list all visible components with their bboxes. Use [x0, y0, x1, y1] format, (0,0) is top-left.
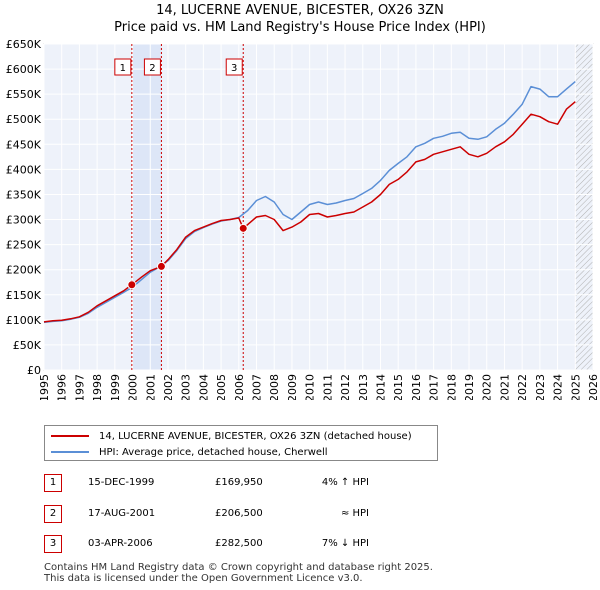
- legend-label-hpi: HPI: Average price, detached house, Cher…: [99, 446, 328, 458]
- footer-line-1: Contains HM Land Registry data © Crown c…: [44, 562, 433, 573]
- y-tick-label: £500K: [6, 113, 42, 126]
- sale-marker-number: 3: [231, 63, 237, 74]
- sale-hpi-comparison: 7% ↓ HPI: [321, 538, 369, 549]
- x-tick-label: 2019: [463, 374, 476, 400]
- sale-point: [238, 223, 248, 233]
- plot-area: [43, 43, 594, 371]
- y-tick-label: £650K: [6, 38, 42, 51]
- sale-period-band: [131, 44, 162, 370]
- x-tick-label: 2026: [587, 374, 600, 400]
- x-tick-label: 2002: [162, 374, 175, 400]
- sale-marker-number: 1: [120, 63, 126, 74]
- legend-swatch-property: [51, 435, 89, 437]
- price-chart: £0 £50K £100K £150K £200K £250K £300K £350K £400…: [6, 38, 600, 400]
- x-tick-label: 2011: [321, 374, 334, 400]
- y-tick-label: £450K: [6, 138, 42, 151]
- legend-item-property: 14, LUCERNE AVENUE, BICESTER, OX26 3ZN (…: [51, 428, 412, 444]
- sale-marker-number: 2: [149, 63, 155, 74]
- x-tick-label: 2007: [251, 374, 264, 400]
- sale-row-1: 1 15-DEC-1999 £169,950 4% ↑ HPI: [0, 474, 600, 496]
- x-tick-label: 2003: [180, 374, 193, 400]
- x-tick-label: 2013: [357, 374, 370, 400]
- x-tick-label: 2017: [428, 374, 441, 400]
- x-tick-label: 2018: [445, 374, 458, 400]
- sale-marker-box: [143, 58, 161, 76]
- sale-row-2: 2 17-AUG-2001 £206,500 ≈ HPI: [0, 505, 600, 527]
- x-tick-label: 2008: [268, 374, 281, 400]
- legend-label-property: 14, LUCERNE AVENUE, BICESTER, OX26 3ZN (…: [99, 430, 412, 442]
- y-tick-label: £150K: [6, 289, 42, 302]
- sale-date: 17-AUG-2001: [88, 508, 156, 519]
- y-tick-label: £350K: [6, 188, 42, 201]
- sale-hpi-comparison: 4% ↑ HPI: [321, 477, 369, 488]
- sale-date: 03-APR-2006: [88, 538, 153, 549]
- sale-badge: 3: [44, 535, 62, 553]
- y-tick-label: £600K: [6, 63, 42, 76]
- x-tick-label: 1998: [91, 374, 104, 400]
- y-tick-label: £400K: [6, 163, 42, 176]
- x-tick-label: 1996: [56, 374, 69, 400]
- x-tick-label: 1995: [38, 374, 51, 400]
- x-tick-label: 2021: [498, 374, 511, 400]
- y-tick-label: £50K: [13, 339, 42, 352]
- x-tick-label: 2023: [534, 374, 547, 400]
- sale-badge: 1: [44, 474, 62, 492]
- x-tick-label: 2009: [286, 374, 299, 400]
- legend-item-hpi: HPI: Average price, detached house, Cher…: [51, 444, 328, 460]
- chart-subtitle: Price paid vs. HM Land Registry's House …: [114, 20, 486, 35]
- x-tick-label: 2005: [215, 374, 228, 400]
- x-tick-label: 2015: [392, 374, 405, 400]
- x-tick-label: 2014: [374, 374, 387, 400]
- sale-point: [156, 261, 166, 271]
- legend-swatch-hpi: [51, 451, 89, 453]
- y-tick-label: £100K: [6, 314, 42, 327]
- y-tick-label: £200K: [6, 264, 42, 277]
- y-tick-label: £0: [27, 364, 41, 377]
- x-tick-label: 2004: [197, 374, 210, 400]
- x-tick-label: 2016: [410, 374, 423, 400]
- x-tick-label: 2024: [552, 374, 565, 400]
- x-tick-label: 2010: [304, 374, 317, 400]
- sale-marker-box: [225, 58, 243, 76]
- x-tick-label: 1997: [73, 374, 86, 400]
- sale-price: £169,950: [215, 477, 263, 488]
- footer-attribution: Contains HM Land Registry data © Crown c…: [44, 562, 433, 584]
- x-tick-label: 2020: [481, 374, 494, 400]
- chart-title: 14, LUCERNE AVENUE, BICESTER, OX26 3ZN: [156, 3, 444, 18]
- x-tick-label: 2012: [339, 374, 352, 400]
- chart-legend: 14, LUCERNE AVENUE, BICESTER, OX26 3ZN (…: [44, 425, 438, 461]
- sale-price: £206,500: [215, 508, 263, 519]
- x-tick-label: 2025: [569, 374, 582, 400]
- sale-hpi-comparison: ≈ HPI: [340, 508, 369, 519]
- x-tick-label: 1999: [109, 374, 122, 400]
- x-tick-label: 2001: [144, 374, 157, 400]
- future-hatch-region: [575, 44, 593, 370]
- sale-point: [127, 280, 137, 290]
- sale-marker-box: [114, 58, 132, 76]
- sale-badge: 2: [44, 505, 62, 523]
- y-tick-label: £250K: [6, 239, 42, 252]
- footer-line-2: This data is licensed under the Open Gov…: [44, 573, 363, 584]
- sale-price: £282,500: [215, 538, 263, 549]
- x-tick-label: 2000: [127, 374, 140, 400]
- sale-row-3: 3 03-APR-2006 £282,500 7% ↓ HPI: [0, 535, 600, 557]
- sale-date: 15-DEC-1999: [88, 477, 155, 488]
- y-tick-label: £550K: [6, 88, 42, 101]
- y-tick-label: £300K: [6, 214, 42, 227]
- x-tick-label: 2006: [233, 374, 246, 400]
- x-tick-label: 2022: [516, 374, 529, 400]
